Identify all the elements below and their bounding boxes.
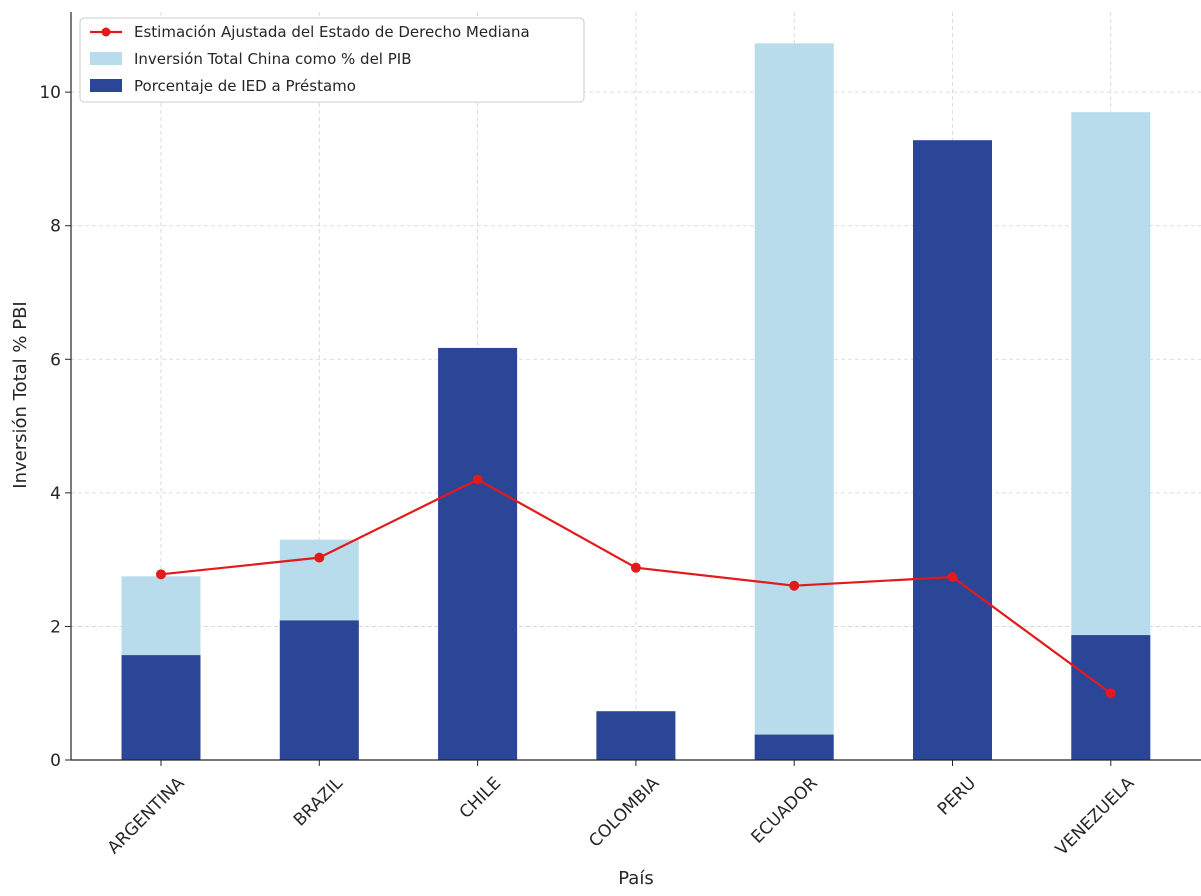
- x-tick-label-ecuador: ECUADOR: [748, 773, 822, 847]
- line-series: [156, 474, 1116, 699]
- bar-loan-argentina: [121, 655, 201, 760]
- line-point-brazil: [314, 552, 325, 563]
- y-tick-label: 6: [50, 350, 61, 370]
- line-point-colombia: [630, 562, 641, 573]
- y-tick-label: 4: [50, 484, 61, 504]
- bars: [121, 43, 1151, 761]
- x-tick-label-peru: PERU: [934, 773, 980, 819]
- legend-swatch-marker: [101, 27, 111, 37]
- legend-label: Porcentaje de IED a Préstamo: [134, 77, 356, 95]
- legend-box: [79, 17, 585, 103]
- bar-loan-chile: [438, 347, 518, 760]
- line-point-argentina: [156, 569, 166, 580]
- bar-loan-ecuador: [754, 734, 834, 760]
- x-tick-label-venezuela: VENEZUELA: [1052, 773, 1139, 860]
- y-tick-label: 0: [50, 751, 61, 771]
- y-tick-label: 10: [39, 83, 61, 103]
- x-tick-label-colombia: COLOMBIA: [585, 773, 663, 851]
- x-tick-label-argentina: ARGENTINA: [104, 773, 189, 858]
- bar-loan-brazil: [279, 620, 359, 760]
- legend: Estimación Ajustada del Estado de Derech…: [79, 17, 585, 103]
- legend-swatch-bar: [90, 52, 122, 65]
- legend-label: Inversión Total China como % del PIB: [134, 50, 412, 68]
- bar-loan-peru: [913, 140, 992, 760]
- bar-loan-colombia: [596, 711, 676, 760]
- y-tick-label: 8: [50, 217, 61, 237]
- y-axis-title: Inversión Total % PBI: [10, 301, 31, 488]
- line-point-chile: [472, 474, 483, 485]
- legend-swatch-bar: [90, 79, 122, 92]
- line-point-ecuador: [789, 580, 800, 591]
- line-point-venezuela: [1105, 688, 1116, 699]
- bar-total-ecuador: [754, 43, 834, 761]
- x-tick-label-brazil: BRAZIL: [290, 773, 347, 830]
- x-axis-title: País: [618, 868, 653, 889]
- line-point-peru: [947, 572, 958, 583]
- x-tick-label-chile: CHILE: [456, 773, 505, 822]
- grid: [71, 12, 1201, 761]
- legend-label: Estimación Ajustada del Estado de Derech…: [134, 23, 530, 41]
- y-tick-label: 2: [50, 617, 61, 637]
